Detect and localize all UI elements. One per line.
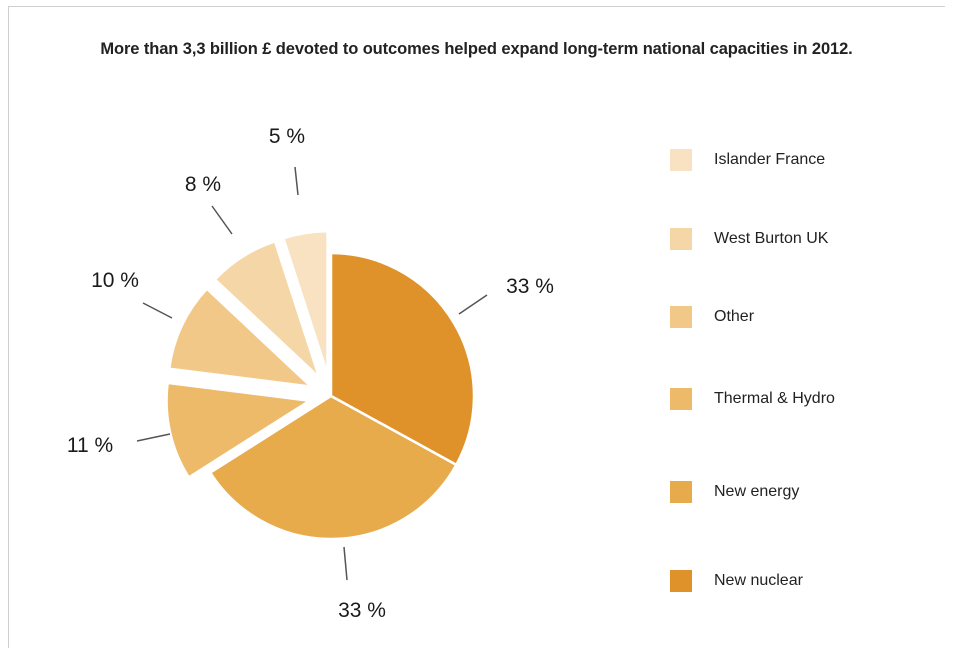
legend-swatch <box>670 228 692 250</box>
data-label-other: 10 % <box>91 269 139 292</box>
legend-label: Other <box>714 308 755 325</box>
chart-title: More than 3,3 billion £ devoted to outco… <box>100 40 853 58</box>
pie-slice-new-nuclear <box>329 251 476 467</box>
legend-item-other: Other <box>670 305 754 329</box>
data-label-new-energy: 33 % <box>338 599 386 622</box>
legend-label: New nuclear <box>714 572 803 589</box>
legend-swatch <box>670 306 692 328</box>
leader-line-west-burton-uk <box>211 205 233 235</box>
pie-slice-thermal-and-hydro <box>165 381 311 479</box>
legend-item-islander-france: Islander France <box>670 148 825 172</box>
data-label-islander-france: 5 % <box>269 125 305 148</box>
data-label-new-nuclear: 33 % <box>506 275 554 298</box>
chart-frame <box>8 6 945 648</box>
legend-item-thermal-and-hydro: Thermal & Hydro <box>670 387 835 411</box>
legend-swatch <box>670 388 692 410</box>
legend-label: Islander France <box>714 151 826 168</box>
legend-swatch <box>670 149 692 171</box>
legend-swatch <box>670 570 692 592</box>
leader-line-new-energy <box>343 546 348 581</box>
legend-item-west-burton-uk: West Burton UK <box>670 227 828 251</box>
data-label-thermal-and-hydro: 11 % <box>67 434 113 457</box>
leader-line-other <box>142 302 173 319</box>
leader-line-new-nuclear <box>458 294 488 315</box>
pie-slice-other <box>167 287 313 388</box>
legend-label: Thermal & Hydro <box>714 390 835 407</box>
legend-label: West Burton UK <box>714 230 829 247</box>
legend-item-new-energy: New energy <box>670 480 799 504</box>
data-label-west-burton-uk: 8 % <box>185 173 221 196</box>
legend-item-new-nuclear: New nuclear <box>670 569 803 593</box>
leader-line-thermal-and-hydro <box>136 433 171 442</box>
pie-slice-islander-france <box>282 230 329 376</box>
pie-slice-new-energy <box>209 394 458 541</box>
legend-label: New energy <box>714 483 800 500</box>
legend-swatch <box>670 481 692 503</box>
leader-line-islander-france <box>294 166 299 196</box>
pie-slice-west-burton-uk <box>213 240 321 379</box>
